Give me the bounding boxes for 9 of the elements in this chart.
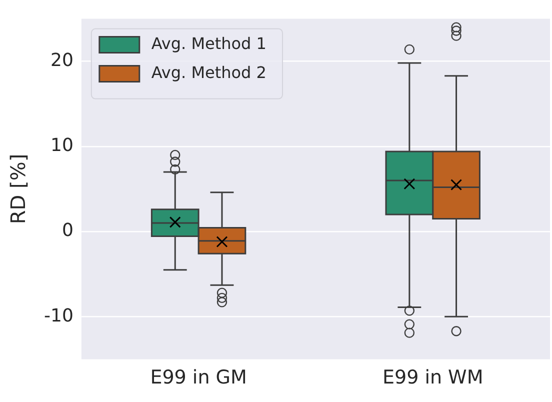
- y-tick-label: 10: [50, 135, 74, 156]
- y-axis-title: RD [%]: [6, 154, 30, 224]
- legend-label: Avg. Method 1: [151, 34, 266, 53]
- y-tick-label: 20: [50, 50, 74, 72]
- x-tick-label: E99 in GM: [150, 366, 247, 389]
- y-tick-label: 0: [62, 220, 74, 242]
- legend-label: Avg. Method 2: [151, 62, 266, 82]
- x-tick-label: E99 in WM: [382, 366, 484, 389]
- y-tick-label: -10: [44, 305, 74, 326]
